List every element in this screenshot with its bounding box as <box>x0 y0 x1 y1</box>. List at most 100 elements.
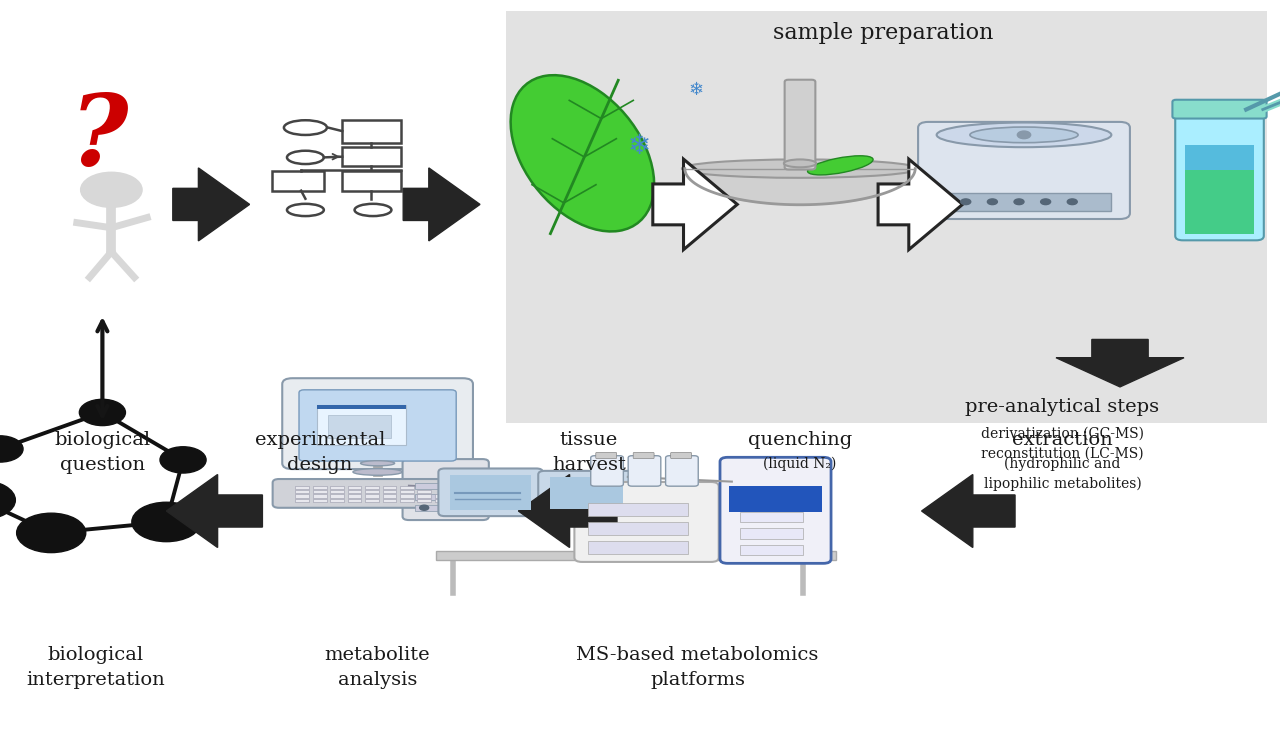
FancyBboxPatch shape <box>399 490 413 493</box>
Text: metabolite
analysis: metabolite analysis <box>325 646 430 689</box>
FancyBboxPatch shape <box>719 457 831 564</box>
FancyBboxPatch shape <box>671 453 691 458</box>
FancyBboxPatch shape <box>316 405 406 409</box>
Text: derivatization (GC-MS)
reconstitution (LC-MS): derivatization (GC-MS) reconstitution (L… <box>980 427 1144 461</box>
FancyBboxPatch shape <box>666 456 699 486</box>
FancyBboxPatch shape <box>296 494 308 498</box>
FancyBboxPatch shape <box>595 453 617 458</box>
FancyBboxPatch shape <box>435 494 449 498</box>
Text: biological
question: biological question <box>54 431 151 474</box>
Polygon shape <box>922 474 1015 548</box>
Polygon shape <box>173 168 250 241</box>
Text: pre-analytical steps: pre-analytical steps <box>965 398 1160 416</box>
Ellipse shape <box>970 127 1078 142</box>
Polygon shape <box>1056 339 1184 387</box>
Circle shape <box>1018 131 1030 139</box>
Text: MS-based metabolomics
platforms: MS-based metabolomics platforms <box>576 646 819 689</box>
FancyBboxPatch shape <box>348 485 361 489</box>
FancyBboxPatch shape <box>312 490 326 493</box>
FancyBboxPatch shape <box>1175 110 1263 240</box>
Text: ?: ? <box>69 91 128 187</box>
FancyBboxPatch shape <box>330 485 344 489</box>
Polygon shape <box>403 168 480 241</box>
FancyBboxPatch shape <box>590 456 623 486</box>
Circle shape <box>81 172 142 207</box>
FancyBboxPatch shape <box>365 499 379 502</box>
FancyBboxPatch shape <box>328 415 390 438</box>
FancyBboxPatch shape <box>383 490 397 493</box>
FancyBboxPatch shape <box>575 482 718 562</box>
Circle shape <box>1068 199 1078 204</box>
FancyBboxPatch shape <box>452 499 466 502</box>
FancyBboxPatch shape <box>740 512 803 522</box>
Polygon shape <box>518 474 617 548</box>
FancyBboxPatch shape <box>348 494 361 498</box>
FancyBboxPatch shape <box>282 378 474 469</box>
FancyBboxPatch shape <box>740 528 803 539</box>
Ellipse shape <box>511 75 654 231</box>
Ellipse shape <box>353 469 402 475</box>
FancyBboxPatch shape <box>417 494 431 498</box>
FancyBboxPatch shape <box>312 494 326 498</box>
Circle shape <box>1014 199 1024 204</box>
FancyBboxPatch shape <box>506 11 1267 423</box>
FancyBboxPatch shape <box>436 551 836 560</box>
FancyBboxPatch shape <box>740 545 803 556</box>
FancyBboxPatch shape <box>539 471 635 515</box>
Circle shape <box>1041 199 1051 204</box>
FancyBboxPatch shape <box>316 405 406 445</box>
Circle shape <box>160 447 206 473</box>
Text: biological
interpretation: biological interpretation <box>27 646 165 689</box>
Polygon shape <box>166 474 262 548</box>
FancyBboxPatch shape <box>365 485 379 489</box>
Ellipse shape <box>937 123 1111 147</box>
Text: extraction: extraction <box>1012 431 1112 449</box>
Circle shape <box>420 505 429 510</box>
FancyBboxPatch shape <box>399 494 413 498</box>
FancyBboxPatch shape <box>348 499 361 502</box>
FancyBboxPatch shape <box>449 475 531 510</box>
FancyBboxPatch shape <box>730 486 822 512</box>
FancyBboxPatch shape <box>383 499 397 502</box>
Text: (hydrophilic and
lipophilic metabolites): (hydrophilic and lipophilic metabolites) <box>983 456 1142 491</box>
Text: quenching: quenching <box>748 431 852 449</box>
FancyBboxPatch shape <box>628 456 660 486</box>
FancyBboxPatch shape <box>415 494 465 500</box>
FancyBboxPatch shape <box>312 499 326 502</box>
FancyBboxPatch shape <box>634 453 654 458</box>
FancyBboxPatch shape <box>588 522 687 535</box>
FancyBboxPatch shape <box>785 80 815 169</box>
FancyBboxPatch shape <box>383 494 397 498</box>
FancyBboxPatch shape <box>402 459 489 520</box>
FancyBboxPatch shape <box>399 485 413 489</box>
FancyBboxPatch shape <box>296 499 308 502</box>
Circle shape <box>79 399 125 426</box>
Circle shape <box>987 199 997 204</box>
FancyBboxPatch shape <box>1172 100 1267 118</box>
FancyBboxPatch shape <box>1185 166 1254 234</box>
FancyBboxPatch shape <box>417 499 431 502</box>
FancyBboxPatch shape <box>417 490 431 493</box>
FancyBboxPatch shape <box>273 479 483 508</box>
FancyBboxPatch shape <box>588 503 687 516</box>
FancyBboxPatch shape <box>300 390 456 461</box>
Circle shape <box>132 502 201 542</box>
FancyBboxPatch shape <box>296 490 308 493</box>
FancyBboxPatch shape <box>435 499 449 502</box>
FancyBboxPatch shape <box>937 193 1111 211</box>
Ellipse shape <box>808 155 873 175</box>
Ellipse shape <box>476 483 503 504</box>
FancyBboxPatch shape <box>383 485 397 489</box>
FancyBboxPatch shape <box>549 477 623 509</box>
Polygon shape <box>682 169 918 204</box>
FancyBboxPatch shape <box>415 483 465 489</box>
FancyBboxPatch shape <box>330 499 344 502</box>
FancyBboxPatch shape <box>415 505 465 511</box>
Text: ❄: ❄ <box>689 81 704 99</box>
FancyBboxPatch shape <box>365 490 379 493</box>
Polygon shape <box>878 159 963 250</box>
Ellipse shape <box>783 159 817 167</box>
FancyBboxPatch shape <box>399 499 413 502</box>
Text: experimental
design: experimental design <box>255 431 385 474</box>
FancyBboxPatch shape <box>348 490 361 493</box>
